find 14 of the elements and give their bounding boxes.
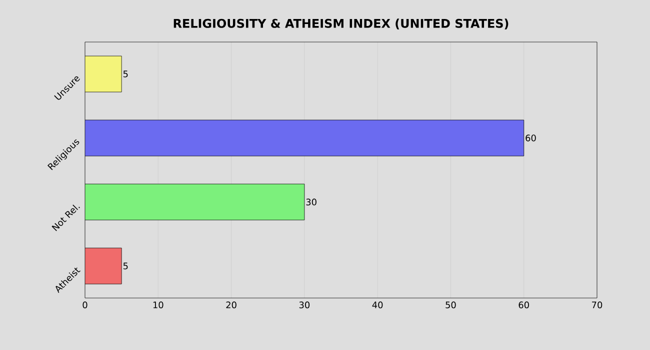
x-tick-label: 60 <box>518 302 529 308</box>
data-label: 60 <box>526 134 536 142</box>
x-tick-label: 30 <box>299 302 310 308</box>
x-tick-label: 10 <box>153 302 164 308</box>
x-tick-label: 50 <box>446 302 456 308</box>
x-tick-label: 70 <box>592 302 602 308</box>
data-label: 5 <box>123 262 128 270</box>
data-label: 5 <box>123 70 128 78</box>
y-tick-label: Not Rel. <box>52 204 80 232</box>
x-tick-label: 0 <box>82 302 88 308</box>
x-tick-label: 20 <box>226 302 236 308</box>
x-tick-label: 40 <box>372 302 383 308</box>
data-label: 30 <box>306 198 316 206</box>
chart-title: RELIGIOUSITY & ATHEISM INDEX (UNITED STATES) <box>174 18 508 30</box>
